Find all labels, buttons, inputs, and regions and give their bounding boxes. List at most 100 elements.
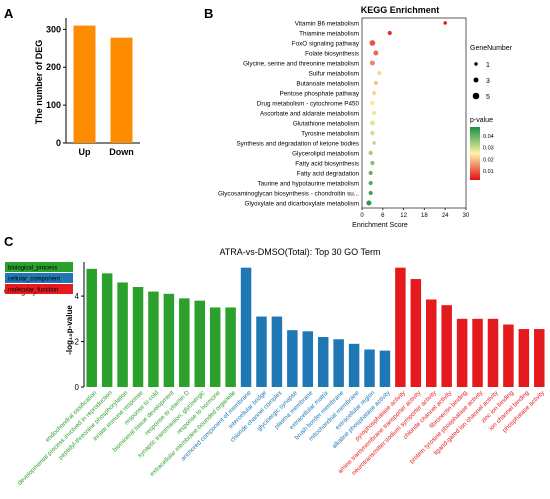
bar — [518, 329, 530, 387]
y-tick-label: 0 — [75, 383, 80, 392]
size-legend-dot — [472, 92, 480, 100]
bar — [348, 343, 360, 387]
bar — [302, 331, 314, 387]
pathway-label: Sulfur metabolism — [309, 70, 359, 77]
color-legend-label: 0.03 — [483, 146, 494, 152]
pathway-label: Folate biosynthesis — [305, 50, 359, 57]
pathway-label: Thiamine metabolism — [299, 30, 359, 37]
bar — [86, 268, 97, 387]
bar — [395, 267, 406, 387]
pathway-label: Vitamin B6 metabolism — [295, 20, 359, 27]
pathway-point — [372, 90, 377, 96]
bar — [209, 307, 221, 387]
pathway-point — [372, 110, 377, 116]
pathway-label: Ascorbate and aldarate metabolism — [260, 110, 359, 117]
bar — [287, 330, 298, 387]
pathway-point — [368, 150, 373, 156]
pathway-point — [368, 170, 373, 176]
bar — [456, 318, 468, 387]
deg-bar-chart: The number of DEG 0 100 200 300 Up Down — [34, 18, 140, 157]
go-term-chart: ATRA-vs-DMSO(Total): Top 30 GO Term -log… — [4, 247, 547, 487]
y-tick-label: 4 — [75, 292, 80, 301]
pathway-point — [443, 21, 447, 25]
pathway-point — [369, 100, 375, 106]
panel-c-ylabel: -log₁₀p-value — [65, 305, 74, 355]
pathway-point — [370, 130, 375, 136]
x-tick-label: Down — [109, 147, 134, 157]
bar — [441, 305, 452, 387]
kegg-enrichment-chart: KEGG Enrichment Enrichment Score GeneNum… — [218, 5, 513, 229]
bar — [364, 349, 375, 387]
size-legend-label: 5 — [486, 94, 490, 101]
panel-b-xlabel: Enrichment Score — [352, 222, 408, 229]
pathway-label: Glycine, serine and threonine metabolism — [243, 60, 359, 67]
bar — [256, 316, 267, 387]
color-legend-title: p-value — [470, 117, 493, 124]
bar — [426, 299, 437, 387]
legend-swatch — [5, 284, 73, 294]
bar — [117, 282, 128, 387]
color-legend-label: 0.01 — [483, 169, 494, 175]
pathway-label: Glycosaminoglycan biosynthesis - chondro… — [218, 190, 359, 197]
pathway-label: Glyoxylate and dicarboxylate metabolism — [245, 200, 359, 207]
pathway-point — [377, 70, 382, 76]
pathway-point — [373, 50, 379, 56]
x-tick-label: 12 — [400, 213, 407, 219]
pathway-point — [373, 80, 378, 86]
pathway-label: Pentose phosphate pathway — [280, 90, 360, 97]
y-tick-label: 300 — [46, 24, 61, 34]
pathway-label: Glutathione metabolism — [293, 120, 359, 127]
legend-label: cellular_component — [8, 277, 60, 283]
x-tick-label: 18 — [421, 213, 428, 219]
panel-a-ylabel: The number of DEG — [34, 40, 44, 125]
pathway-point — [368, 190, 373, 196]
bar — [410, 279, 422, 387]
pathway-point — [387, 30, 392, 36]
legend-swatch — [5, 262, 73, 272]
pathway-label: Synthesis and degradation of ketone bodi… — [236, 140, 359, 147]
panel-b-title: KEGG Enrichment — [361, 5, 440, 15]
bar — [179, 298, 190, 387]
x-tick-label: Up — [79, 147, 91, 157]
pathway-label: Fatty acid degradation — [297, 170, 360, 177]
x-tick-label: 24 — [442, 213, 449, 219]
x-tick-label: 6 — [381, 213, 385, 219]
bar — [379, 350, 391, 387]
color-legend-label: 0.02 — [483, 157, 494, 163]
pathway-point — [366, 200, 372, 206]
bar — [132, 287, 144, 387]
panel-label-b: B — [204, 6, 213, 21]
bar — [194, 300, 205, 387]
y-tick-label: 100 — [46, 100, 61, 110]
bar — [110, 37, 133, 143]
pathway-label: FoxO signaling pathway — [292, 40, 360, 47]
y-tick-label: 0 — [56, 138, 61, 148]
plot-frame — [361, 17, 467, 209]
bar — [317, 337, 329, 387]
bar — [240, 267, 252, 387]
pathway-label: Taurine and hypotaurine metabolism — [257, 180, 359, 187]
pathway-label: Butanoate metabolism — [296, 80, 359, 87]
bar — [73, 25, 96, 143]
bar — [534, 329, 545, 387]
bar — [503, 324, 514, 387]
pathway-point — [369, 40, 376, 46]
size-legend-dot — [474, 62, 478, 66]
size-legend-dot — [473, 77, 479, 83]
bar — [487, 318, 499, 387]
bar — [225, 307, 236, 387]
bar — [333, 339, 344, 387]
x-tick-label: 30 — [463, 213, 470, 219]
color-legend-bar — [470, 127, 480, 180]
pathway-point — [372, 141, 376, 145]
y-tick-label: 2 — [75, 338, 80, 347]
pathway-point — [368, 180, 373, 186]
bar — [271, 316, 283, 387]
bar — [163, 293, 175, 387]
y-tick-label: 200 — [46, 62, 61, 72]
legend-swatch — [5, 273, 73, 283]
bar — [472, 318, 483, 387]
size-legend-title: GeneNumber — [470, 45, 513, 52]
pathway-point — [369, 60, 375, 66]
